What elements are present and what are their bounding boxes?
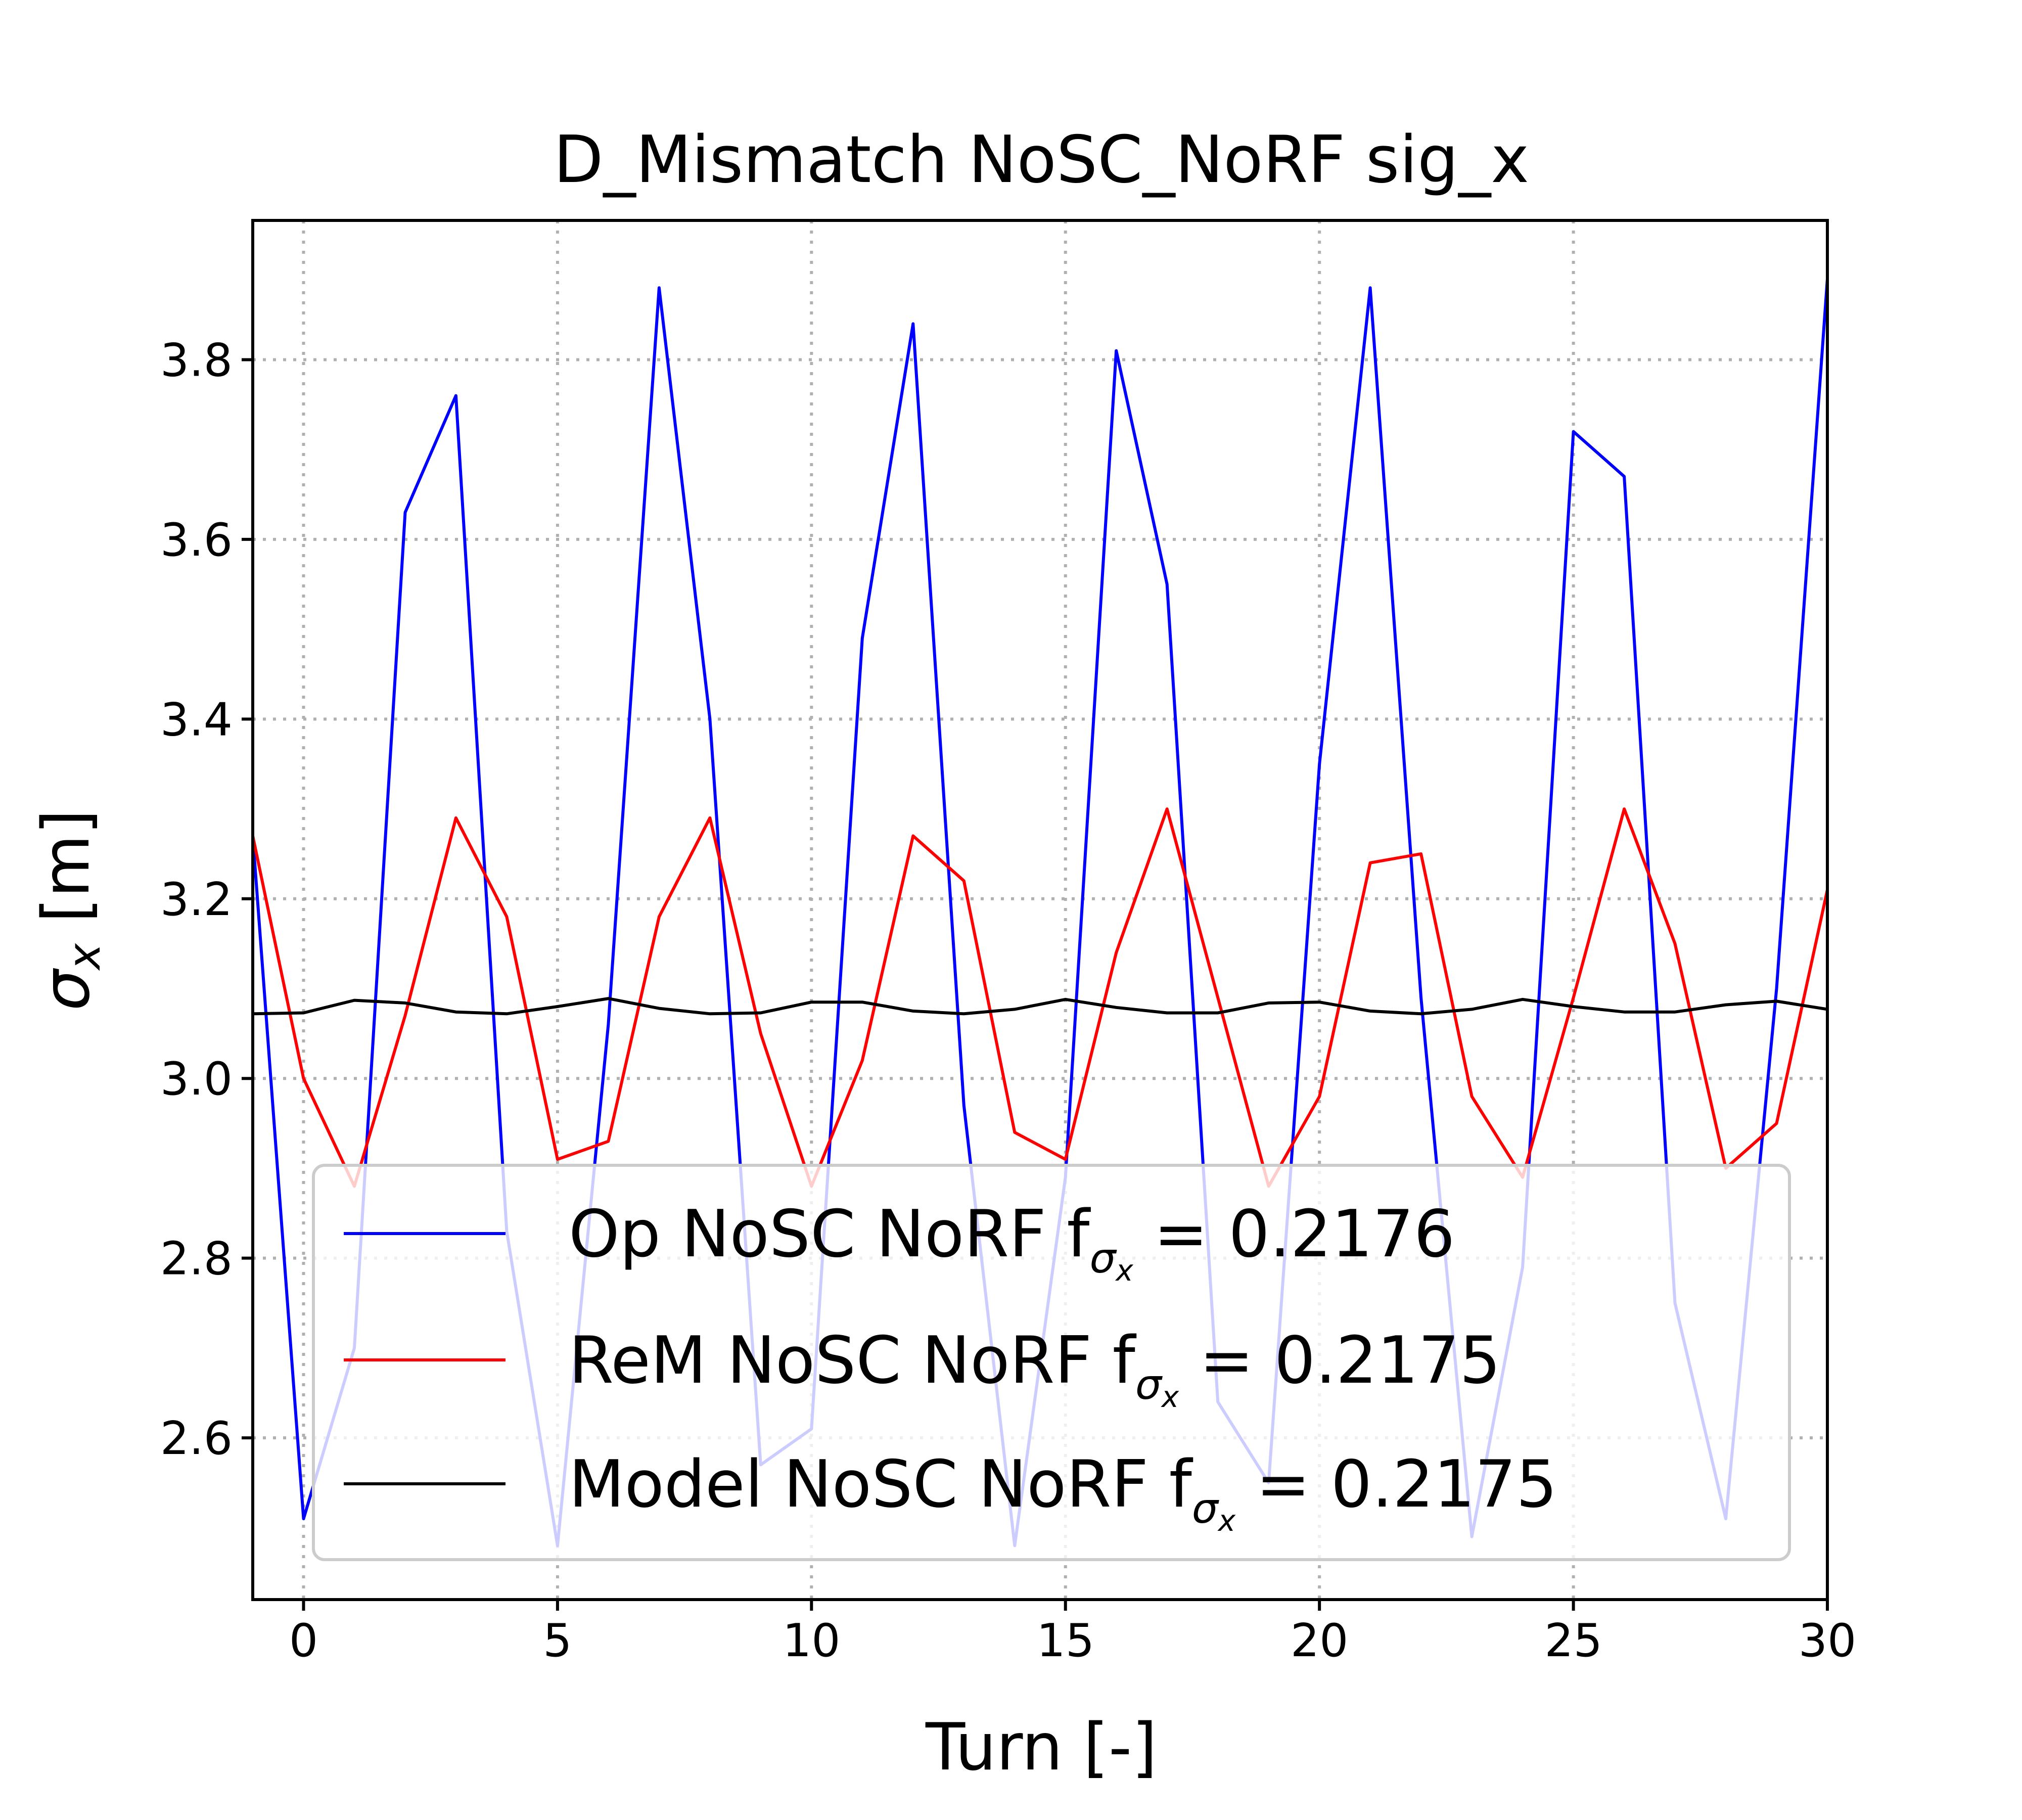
legend-metric-value: = 0.2175 — [1179, 1323, 1501, 1398]
y-tick-label: 3.4 — [160, 693, 233, 746]
y-tick-label: 2.6 — [160, 1412, 233, 1465]
legend-metric-value: = 0.2176 — [1133, 1197, 1455, 1272]
y-axis-symbol: σ — [29, 968, 104, 1011]
plot-frame — [251, 219, 1829, 1601]
legend-metric-sub: σ — [1089, 1235, 1117, 1283]
legend-metric-label: f — [1113, 1323, 1137, 1398]
legend-entry-1: ReM NoSC NoRF fσx = 0.2175 — [569, 1323, 1501, 1414]
legend-metric-sub: σ — [1135, 1361, 1163, 1409]
y-axis-subscript: x — [58, 943, 110, 971]
x-tick-label: 15 — [1036, 1614, 1094, 1667]
series-line-2 — [253, 997, 1827, 1016]
legend-series-name: Model NoSC NoRF — [569, 1447, 1169, 1522]
y-axis-unit: [m] — [29, 809, 104, 943]
y-tick-label: 3.6 — [160, 514, 233, 567]
legend-metric-subsub: x — [1161, 1380, 1179, 1414]
x-tick-label: 0 — [289, 1614, 318, 1667]
chart-title: D_Mismatch NoSC_NoRF sig_x — [554, 122, 1529, 198]
legend-series-name: Op NoSC NoRF — [569, 1197, 1067, 1272]
legend-metric-label: f — [1067, 1197, 1091, 1272]
legend-metric-subsub: x — [1115, 1253, 1133, 1288]
x-tick-label: 20 — [1291, 1614, 1349, 1667]
series-line-1 — [253, 807, 1827, 1188]
x-tick-label: 10 — [783, 1614, 841, 1667]
y-axis-label: σx [m] — [29, 809, 110, 1011]
legend-metric-sub: σ — [1192, 1485, 1220, 1533]
legend-metric-label: f — [1169, 1447, 1193, 1522]
legend-entry-0: Op NoSC NoRF fσx = 0.2176 — [569, 1197, 1455, 1288]
legend-series-name: ReM NoSC NoRF — [569, 1323, 1113, 1398]
legend-metric-value: = 0.2175 — [1235, 1447, 1557, 1522]
y-tick-label: 3.2 — [160, 873, 233, 926]
legend-box — [312, 1164, 1791, 1561]
y-tick-label: 2.8 — [160, 1233, 233, 1286]
x-tick-label: 25 — [1544, 1614, 1602, 1667]
y-tick-label: 3.0 — [160, 1053, 233, 1106]
y-tick-label: 3.8 — [160, 334, 233, 387]
legend-entry-2: Model NoSC NoRF fσx = 0.2175 — [569, 1447, 1557, 1538]
x-tick-label: 5 — [543, 1614, 572, 1667]
legend-metric-subsub: x — [1217, 1504, 1236, 1538]
x-axis-label: Turn [-] — [925, 1710, 1157, 1785]
x-tick-label: 30 — [1799, 1614, 1857, 1667]
axis-ticks: 0 5 10 15 20 25 30 2.6 2.8 3.0 3.2 3.4 3.6 3.8 — [160, 334, 1856, 1667]
